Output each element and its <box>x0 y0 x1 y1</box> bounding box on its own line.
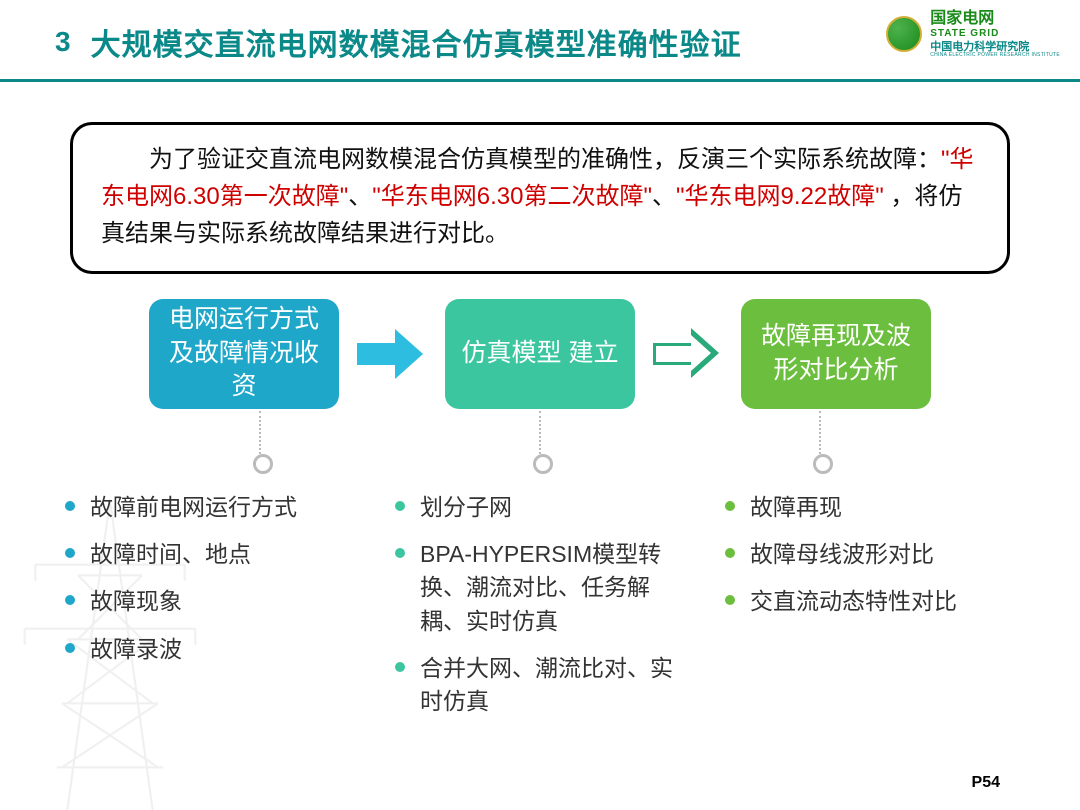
connector-1 <box>259 411 261 466</box>
intro-fault-2: "华东电网6.30第二次故障" <box>372 183 652 210</box>
flow-step-2: 仿真模型 建立 <box>445 299 635 409</box>
flow-step-1: 电网运行方式及故障情况收资 <box>149 299 339 409</box>
intro-fault-3: "华东电网9.22故障" <box>676 183 884 210</box>
logo-cn: 国家电网 <box>930 10 1060 28</box>
arrow-2-icon <box>653 329 723 379</box>
detail-item: 故障再现 <box>720 491 1020 524</box>
intro-sep1: 、 <box>348 183 372 210</box>
detail-item: BPA-HYPERSIM模型转换、潮流对比、任务解耦、实时仿真 <box>390 538 690 638</box>
intro-pre: 为了验证交直流电网数模混合仿真模型的准确性，反演三个实际系统故障： <box>101 146 941 173</box>
detail-item: 故障前电网运行方式 <box>60 491 360 524</box>
flow-row: 电网运行方式及故障情况收资 仿真模型 建立 故障再现及波形对比分析 <box>60 299 1020 409</box>
detail-col-3: 故障再现故障母线波形对比交直流动态特性对比 <box>720 491 1020 733</box>
intro-box: 为了验证交直流电网数模混合仿真模型的准确性，反演三个实际系统故障： "华东电网6.… <box>70 122 1010 274</box>
detail-item: 划分子网 <box>390 491 690 524</box>
detail-item: 故障录波 <box>60 633 360 666</box>
connector-row <box>0 411 1080 466</box>
header-divider <box>0 79 1080 82</box>
flow-step-3: 故障再现及波形对比分析 <box>741 299 931 409</box>
detail-list-1: 故障前电网运行方式故障时间、地点故障现象故障录波 <box>60 491 360 666</box>
detail-item: 合并大网、潮流比对、实时仿真 <box>390 652 690 719</box>
logo-area: 国家电网 STATE GRID 中国电力科学研究院 CHINA ELECTRIC… <box>886 10 1060 58</box>
detail-item: 交直流动态特性对比 <box>720 585 1020 618</box>
connector-3 <box>819 411 821 466</box>
logo-en: STATE GRID <box>930 28 1060 39</box>
detail-list-2: 划分子网 BPA-HYPERSIM模型转换、潮流对比、任务解耦、实时仿真合并大网、… <box>390 491 690 719</box>
detail-col-1: 故障前电网运行方式故障时间、地点故障现象故障录波 <box>60 491 360 733</box>
connector-2 <box>539 411 541 466</box>
details-row: 故障前电网运行方式故障时间、地点故障现象故障录波 划分子网 BPA-HYPERSI… <box>50 491 1030 733</box>
page-number: P54 <box>972 774 1000 792</box>
logo-sub-cn: 中国电力科学研究院 <box>930 41 1060 53</box>
detail-item: 故障时间、地点 <box>60 538 360 571</box>
logo-sub-en: CHINA ELECTRIC POWER RESEARCH INSTITUTE <box>930 53 1060 59</box>
detail-item: 故障现象 <box>60 585 360 618</box>
detail-item: 故障母线波形对比 <box>720 538 1020 571</box>
intro-sep2: 、 <box>652 183 676 210</box>
section-number: 3 <box>55 26 71 58</box>
arrow-1-icon <box>357 329 427 379</box>
logo-text: 国家电网 STATE GRID 中国电力科学研究院 CHINA ELECTRIC… <box>930 10 1060 58</box>
slide-header: 3 大规模交直流电网数模混合仿真模型准确性验证 国家电网 STATE GRID … <box>0 0 1080 74</box>
detail-list-3: 故障再现故障母线波形对比交直流动态特性对比 <box>720 491 1020 619</box>
slide-title: 大规模交直流电网数模混合仿真模型准确性验证 <box>91 20 742 64</box>
state-grid-logo-icon <box>886 16 922 52</box>
detail-col-2: 划分子网 BPA-HYPERSIM模型转换、潮流对比、任务解耦、实时仿真合并大网、… <box>390 491 690 733</box>
